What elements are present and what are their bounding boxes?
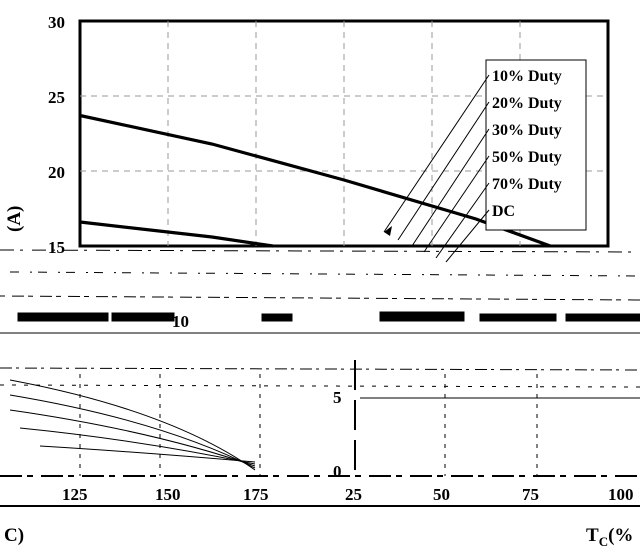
arrowhead	[384, 226, 392, 236]
legend-box	[485, 59, 587, 231]
legend: 10% Duty 20% Duty 30% Duty 50% Duty 70% Duty…	[492, 68, 562, 220]
y-tick-label: 15	[48, 238, 65, 257]
x-tick-label: 75	[522, 485, 539, 504]
x-axis-label: TC(%	[586, 525, 633, 549]
legend-pointer-line	[423, 155, 490, 253]
y-tick-label: 0	[333, 462, 342, 481]
x-tick-label: 125	[62, 485, 88, 504]
x-tick-label: 175	[243, 485, 269, 504]
series-line-2	[79, 220, 274, 248]
series-line-1	[79, 113, 551, 248]
y-tick-label: 30	[48, 13, 65, 32]
legend-pointer-line	[383, 74, 490, 233]
x-tick-label: 50	[433, 485, 450, 504]
y-tick-label: 25	[48, 88, 65, 107]
y-tick-label: 20	[48, 163, 65, 182]
legend-entry: 20% Duty	[492, 95, 562, 112]
y-tick-label: 10	[172, 312, 189, 331]
y-tick-label: 5	[333, 388, 342, 407]
x-axis-label-subscript: C	[599, 534, 608, 549]
x-tick-label: 25	[345, 485, 362, 504]
legend-entry: 10% Duty	[492, 68, 562, 85]
legend-pointer-line	[411, 128, 490, 247]
legend-entry: DC	[492, 203, 515, 220]
legend-entry: 70% Duty	[492, 176, 562, 193]
legend-pointer-line	[445, 209, 490, 263]
x-tick-label: 100	[608, 485, 634, 504]
artifact-fan-lines	[9, 379, 256, 471]
series-group	[79, 113, 551, 248]
x-axis-label-unit: (%	[608, 525, 633, 546]
legend-entry: 30% Duty	[492, 122, 562, 139]
legend-pointers	[383, 74, 490, 263]
legend-pointer-line	[397, 101, 490, 241]
legend-pointer-line	[435, 182, 490, 259]
render-artifacts	[0, 249, 640, 507]
x-axis-label-fragment: C)	[4, 525, 24, 546]
x-tick-label: 150	[155, 485, 181, 504]
x-axis-label-main: T	[586, 525, 599, 546]
y-axis-label: (A)	[4, 206, 25, 232]
legend-entry: 50% Duty	[492, 149, 562, 166]
